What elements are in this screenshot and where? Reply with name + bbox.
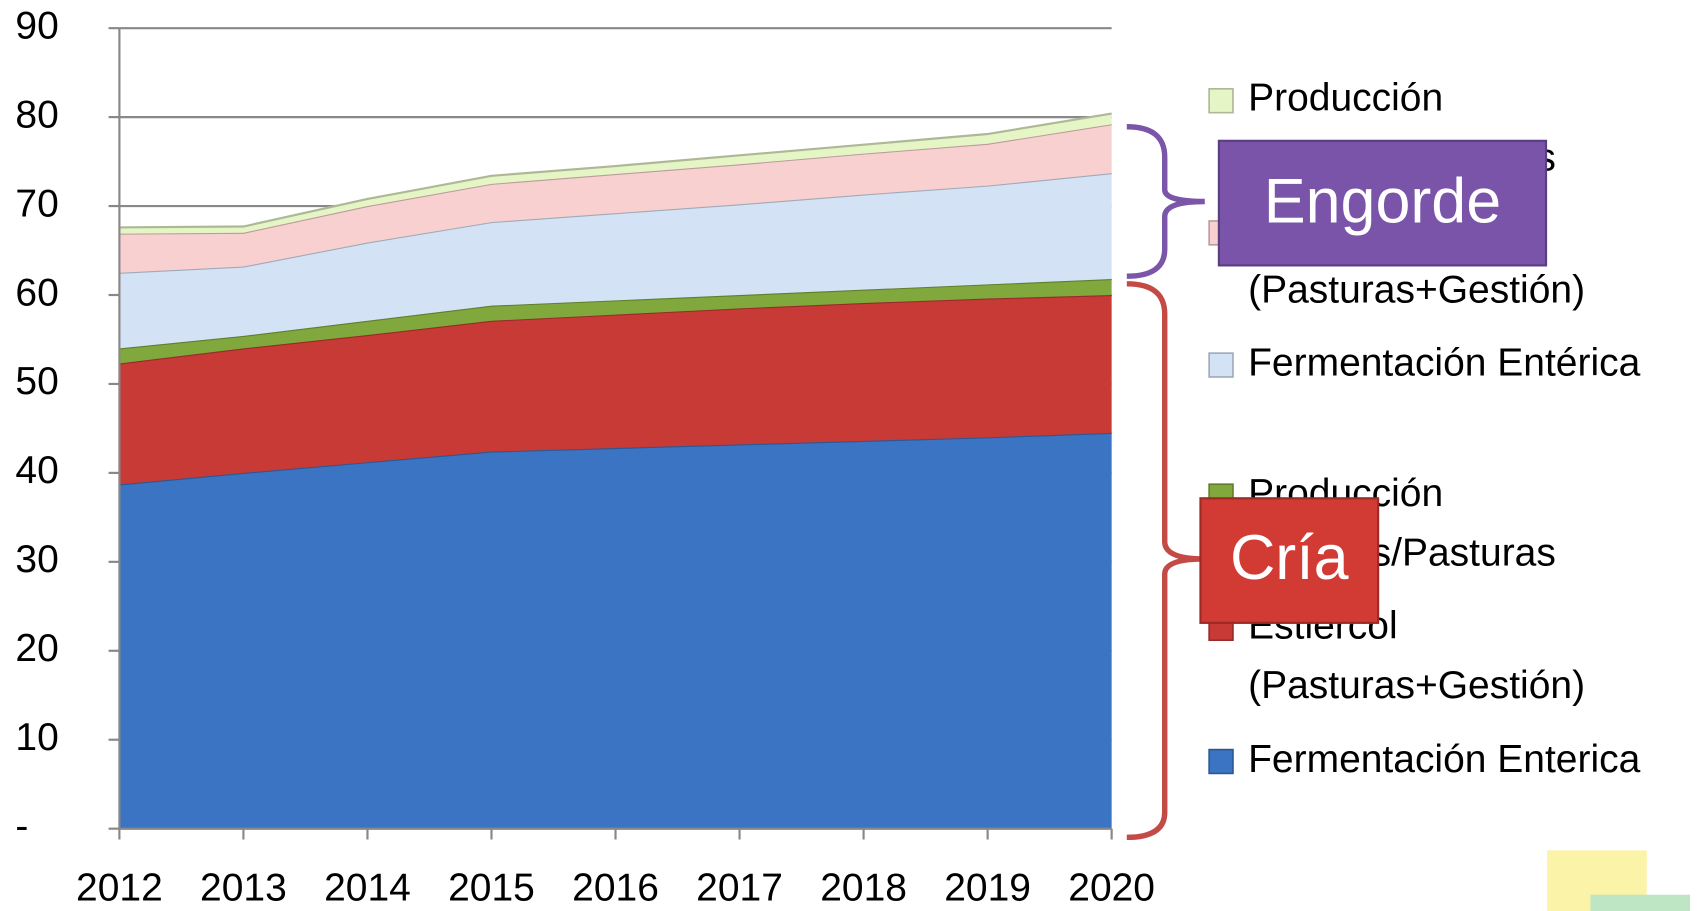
y-tick-label: 60 <box>15 271 58 314</box>
legend-label: Fermentación Enterica <box>1248 738 1641 781</box>
y-tick-label: 20 <box>15 627 58 670</box>
legend-swatch <box>1208 88 1234 114</box>
x-tick-label: 2020 <box>1068 867 1155 910</box>
y-tick-label: 80 <box>15 93 58 136</box>
legend-swatch <box>1208 748 1234 775</box>
legend-label: Fermentación Entérica <box>1248 341 1641 384</box>
y-tick-label: - <box>15 805 28 848</box>
area <box>119 432 1112 829</box>
areas <box>119 112 1112 829</box>
annotation-box <box>1217 139 1548 267</box>
area <box>119 278 1112 364</box>
axes: - 10 20 30 40 50 60 70 80 90 2012 2013 2014 2015 2016 2… <box>15 4 1155 909</box>
x-tick-label: 2013 <box>200 867 287 910</box>
y-tick-label: 10 <box>15 716 58 759</box>
decor <box>1590 894 1691 911</box>
y-tick-label: 30 <box>15 538 58 581</box>
annotation-box <box>1199 497 1380 624</box>
x-tick-label: 2018 <box>820 867 907 910</box>
legend-swatch <box>1208 352 1234 378</box>
x-tick-label: 2015 <box>448 867 535 910</box>
bracket <box>1126 124 1205 279</box>
bracket <box>1126 281 1205 841</box>
x-tick-label: 2017 <box>696 867 783 910</box>
annotation: Engorde <box>1264 166 1501 236</box>
y-tick-label: 90 <box>15 4 58 47</box>
y-tick-label: 70 <box>15 182 58 225</box>
area <box>119 113 1112 234</box>
area <box>119 173 1112 349</box>
annotation: Cría <box>1230 523 1349 593</box>
area <box>119 295 1112 485</box>
x-tick-label: 2012 <box>76 867 163 910</box>
y-tick-label: 40 <box>15 449 58 492</box>
x-tick-label: 2019 <box>944 867 1031 910</box>
x-tick-label: 2014 <box>324 867 411 910</box>
x-tick-label: 2016 <box>572 867 659 910</box>
y-tick-label: 50 <box>15 360 58 403</box>
area <box>119 124 1112 273</box>
area-edge <box>119 112 1112 229</box>
